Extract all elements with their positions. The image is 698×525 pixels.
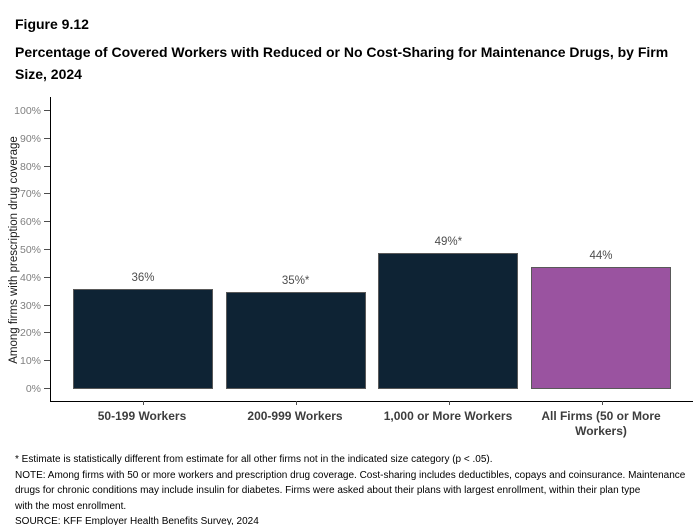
bar-value-label: 44% bbox=[589, 249, 613, 262]
footnote-note-line-3: with the most enrollment. bbox=[15, 500, 127, 512]
y-axis-tick bbox=[44, 193, 50, 195]
bar-value-label: 35%* bbox=[281, 274, 310, 287]
footnote-source: SOURCE: KFF Employer Health Benefits Sur… bbox=[15, 516, 259, 525]
x-axis-category-label: 50-199 Workers bbox=[97, 409, 187, 423]
bar-cell: 49%* bbox=[378, 235, 519, 401]
y-axis-tick-label: 70% bbox=[19, 188, 41, 201]
x-axis-tick bbox=[449, 401, 450, 405]
y-axis-tick bbox=[44, 360, 50, 362]
chart-header: Figure 9.12 Percentage of Covered Worker… bbox=[15, 16, 684, 85]
footnote-note-line-1: NOTE: Among firms with 50 or more worker… bbox=[15, 469, 686, 481]
footnote-note-line-2: drugs for chronic conditions may include… bbox=[15, 485, 641, 496]
y-axis-tick-label: 60% bbox=[19, 216, 41, 229]
y-axis-tick bbox=[44, 388, 50, 389]
y-axis-tick-label: 40% bbox=[19, 271, 41, 284]
bar-value-label: 49%* bbox=[434, 235, 463, 248]
footnote-asterisk: * Estimate is statistically different fr… bbox=[15, 454, 493, 465]
y-axis-tick bbox=[44, 249, 50, 250]
y-axis-tick bbox=[44, 304, 50, 306]
x-axis-tick bbox=[296, 401, 297, 405]
bars-row: 36% 35%* 49%* 44% bbox=[51, 97, 693, 401]
chart-title: Percentage of Covered Workers with Reduc… bbox=[15, 44, 669, 82]
bar-value-label: 36% bbox=[131, 271, 155, 284]
footnotes: * Estimate is statistically different fr… bbox=[15, 452, 695, 525]
y-axis-tick-label: 100% bbox=[14, 105, 41, 117]
y-axis-tick bbox=[44, 332, 50, 334]
x-axis-category-label: All Firms (50 or More Workers) bbox=[541, 409, 661, 438]
bar bbox=[530, 266, 671, 389]
x-axis-category-label: 1,000 or More Workers bbox=[383, 409, 513, 423]
bar bbox=[73, 288, 213, 389]
y-axis-tick bbox=[44, 221, 50, 223]
y-axis-tick-label: 0% bbox=[25, 383, 41, 395]
bar bbox=[378, 252, 519, 389]
y-axis-tick bbox=[44, 165, 50, 167]
plot-panel: 36% 35%* 49%* 44% 0% 10% 20% 30% 40% 50% 60% 70% 80… bbox=[14, 97, 693, 405]
y-axis-tick-label: 10% bbox=[19, 355, 41, 368]
bar-cell: 44% bbox=[530, 249, 671, 401]
bar-cell: 35%* bbox=[225, 274, 366, 401]
y-axis-tick-label: 50% bbox=[19, 244, 41, 256]
y-axis-title: Among firms with prescription drug cover… bbox=[8, 136, 20, 364]
y-axis-tick-label: 90% bbox=[19, 132, 41, 145]
y-axis-tick-label: 30% bbox=[19, 299, 41, 312]
y-axis-tick bbox=[44, 110, 50, 111]
x-axis-tick bbox=[602, 401, 603, 405]
x-axis-category-labels: 50-199 Workers 200-999 Workers 1,000 or Mo… bbox=[50, 409, 693, 439]
figure-number-label: Figure 9.12 bbox=[15, 16, 89, 32]
y-axis-tick bbox=[44, 137, 50, 139]
y-axis-tick bbox=[44, 276, 50, 278]
bar bbox=[225, 291, 366, 389]
bar-cell: 36% bbox=[73, 272, 213, 401]
y-axis-tick-label: 20% bbox=[19, 327, 41, 340]
y-axis-tick-label: 80% bbox=[19, 160, 41, 173]
x-axis-tick bbox=[143, 401, 144, 405]
x-axis-category-label: 200-999 Workers bbox=[247, 409, 343, 423]
